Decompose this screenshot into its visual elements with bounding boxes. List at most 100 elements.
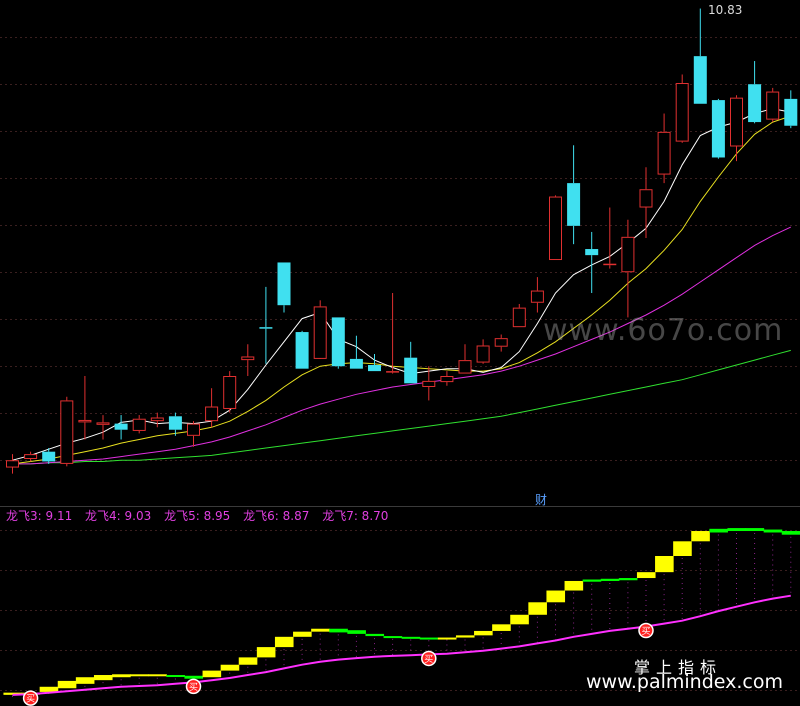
candle — [675, 74, 689, 143]
indicator-step — [130, 674, 149, 677]
indicator-step — [347, 630, 366, 634]
candle-body — [331, 317, 345, 367]
candle — [60, 396, 74, 467]
indicator-step — [274, 636, 294, 648]
candle — [313, 300, 327, 359]
candle — [132, 415, 146, 434]
candle-body — [585, 249, 599, 256]
candle-body — [205, 406, 219, 422]
indicator-step — [3, 692, 23, 695]
candle-body — [476, 345, 490, 363]
candle — [24, 451, 38, 462]
indicator-step — [546, 590, 566, 603]
candle — [295, 330, 309, 369]
candle-body — [313, 306, 327, 359]
candle — [440, 371, 454, 386]
candle — [693, 8, 707, 104]
indicator-step — [329, 628, 348, 633]
candle — [241, 344, 255, 376]
buy-signal-glyph: 买 — [641, 626, 650, 637]
buy-signal-glyph: 买 — [26, 694, 35, 705]
candle — [205, 388, 219, 428]
buy-signal-glyph: 买 — [424, 654, 433, 665]
indicator-steps — [3, 528, 800, 695]
buy-signal-circle — [638, 622, 654, 639]
candle — [349, 335, 363, 369]
candle-body — [440, 376, 454, 383]
candle — [494, 334, 508, 352]
candle — [331, 317, 345, 369]
indicator-step — [202, 670, 222, 678]
indicator-line — [12, 594, 791, 696]
candle-body — [530, 290, 544, 303]
indicator-step — [492, 624, 511, 631]
candle — [42, 448, 56, 464]
indicator-step — [166, 675, 185, 678]
indicator-line-path — [12, 594, 791, 696]
indicator-step — [220, 664, 240, 671]
candle — [784, 90, 798, 129]
candle — [639, 167, 653, 239]
indicator-step — [709, 528, 728, 533]
candle — [657, 113, 671, 184]
candle — [621, 219, 635, 318]
candle — [368, 354, 381, 372]
indicator-step — [510, 614, 529, 625]
indicator-step — [419, 637, 439, 640]
candle-body — [512, 307, 526, 328]
candle — [223, 371, 237, 413]
candle — [78, 376, 92, 440]
main-grid — [0, 37, 800, 461]
candle-body — [277, 262, 291, 306]
indicator-dots — [12, 533, 792, 697]
candle — [730, 95, 743, 162]
cai-marker: 财 — [535, 493, 548, 507]
indicator-step — [636, 572, 656, 579]
ma60-line — [12, 349, 791, 465]
candle — [96, 415, 110, 440]
candle-body — [748, 84, 762, 123]
candle-body — [693, 56, 707, 104]
candle-body — [766, 91, 780, 120]
candle-body — [6, 460, 19, 468]
candle — [585, 231, 599, 293]
candle-body — [675, 83, 689, 142]
watermark-palmindex-cn: 掌上指标 — [634, 658, 723, 677]
candlesticks — [6, 8, 798, 474]
peak-price-label: 10.83 — [708, 3, 743, 17]
buy-signal-icon: 买 — [638, 622, 654, 639]
candle-body — [78, 419, 92, 423]
candle-body — [494, 338, 508, 347]
candle-body — [24, 454, 38, 460]
candle-body — [422, 380, 436, 387]
candle — [603, 207, 617, 269]
indicator-step — [727, 528, 747, 532]
indicator-step — [365, 633, 385, 637]
candle-body — [386, 371, 400, 373]
candle — [168, 412, 182, 436]
candle — [458, 344, 472, 374]
buy-signal-icon: 买 — [421, 650, 437, 667]
indicator-step — [238, 657, 258, 665]
candle-body — [187, 423, 200, 436]
buy-signal-icon: 买 — [185, 678, 202, 695]
indicator-step — [474, 630, 493, 636]
candle-body — [711, 100, 725, 158]
candle — [512, 303, 526, 328]
candle-body — [639, 189, 653, 208]
watermark-palmindex: www.palmindex.com — [586, 671, 784, 693]
candle-body — [567, 183, 581, 226]
candle-body — [621, 236, 635, 273]
indicator-step — [383, 636, 403, 639]
indicator-step — [256, 647, 276, 658]
legend-item-longfei4: 龙飞4: 9.03 — [85, 509, 152, 523]
candle — [404, 341, 418, 384]
candle-body — [458, 360, 472, 374]
candle-body — [603, 263, 617, 266]
indicator-step — [39, 686, 59, 692]
candle-body — [349, 358, 363, 369]
indicator-step — [745, 528, 765, 532]
buy-signal-circle — [185, 678, 202, 695]
